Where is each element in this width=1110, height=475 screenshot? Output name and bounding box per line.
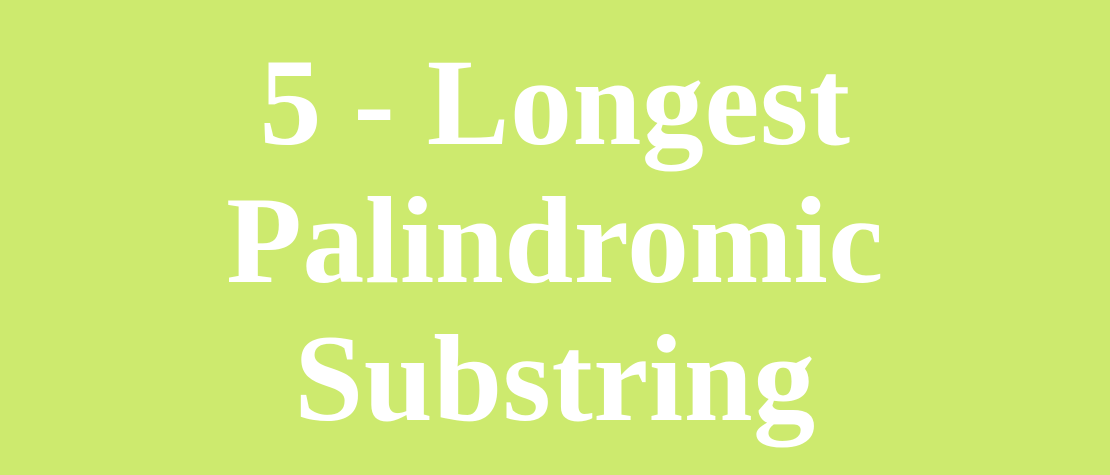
title-line-2: Palindromic (226, 172, 884, 309)
title-line-3: Substring (294, 310, 816, 447)
title-line-1: 5 - Longest (259, 34, 851, 171)
